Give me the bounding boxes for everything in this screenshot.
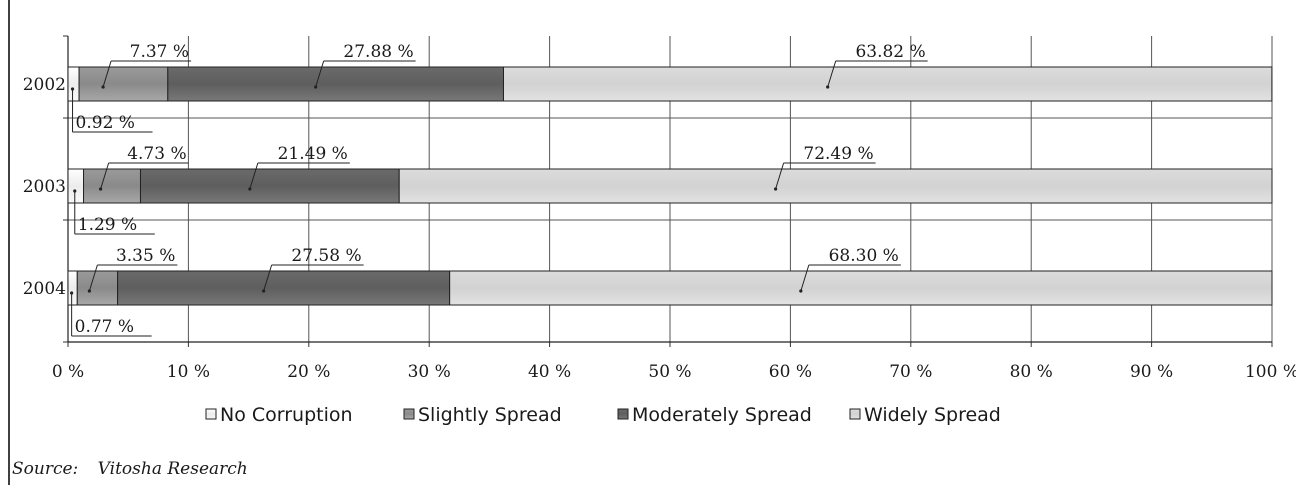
bar-segment — [78, 66, 169, 102]
x-tick-label: 10 % — [167, 362, 210, 382]
x-tick-label: 50 % — [648, 362, 691, 382]
bar-segment — [139, 168, 400, 204]
leader-dot — [826, 85, 830, 89]
bar-segment — [67, 270, 78, 306]
leader-line — [775, 162, 785, 190]
y-tick-label: 2004 — [23, 279, 66, 299]
bar-segment — [117, 270, 451, 306]
x-tick-label: 20 % — [287, 362, 330, 382]
bar-segment — [398, 168, 1273, 204]
data-label: 1.29 % — [78, 215, 137, 235]
bar-segment — [502, 66, 1273, 102]
leader-dot — [73, 189, 77, 193]
data-label: 27.88 % — [343, 42, 413, 62]
data-label: 3.35 % — [116, 246, 175, 266]
legend-swatch — [617, 408, 629, 420]
bar-segment — [83, 168, 141, 204]
data-label: 0.77 % — [75, 317, 134, 337]
leader-dot — [70, 291, 74, 295]
legend-item-label: No Corruption — [220, 404, 353, 426]
source-value: Vitosha Research — [98, 459, 248, 479]
leader-dot — [99, 187, 103, 191]
x-tick-label: 0 % — [52, 362, 84, 382]
legend-item-label: Slightly Spread — [418, 404, 562, 426]
bar-segment — [67, 168, 85, 204]
leader-line — [88, 264, 98, 292]
x-tick-label: 90 % — [1130, 362, 1173, 382]
x-tick-label: 70 % — [889, 362, 932, 382]
leader-dot — [101, 85, 105, 89]
leader-line — [800, 264, 810, 292]
source-label: Source: — [12, 459, 78, 479]
legend-item-label: Moderately Spread — [632, 404, 812, 426]
bar-segment — [167, 66, 504, 102]
data-label: 0.92 % — [76, 113, 135, 133]
leader-line — [100, 162, 110, 190]
leader-dot — [248, 187, 252, 191]
leader-line — [263, 264, 273, 292]
data-label: 72.49 % — [803, 144, 873, 164]
legend-swatch — [849, 408, 861, 420]
data-label: 68.30 % — [829, 246, 899, 266]
leader-dot — [262, 289, 266, 293]
bar-segment — [449, 270, 1273, 306]
legend-swatch — [205, 408, 217, 420]
data-label: 21.49 % — [278, 144, 348, 164]
source-note: Source: Vitosha Research — [12, 459, 248, 479]
legend-swatch — [403, 408, 415, 420]
leader-dot — [774, 187, 778, 191]
leader-line — [315, 60, 325, 88]
bars — [67, 66, 1273, 306]
data-label: 27.58 % — [291, 246, 361, 266]
x-tick-label: 30 % — [408, 362, 451, 382]
leader-line — [102, 60, 112, 88]
y-tick-label: 2002 — [23, 75, 66, 95]
y-tick-label: 2003 — [23, 177, 66, 197]
bar-segment — [76, 270, 119, 306]
x-tick-label: 40 % — [528, 362, 571, 382]
legend: No Corruption Slightly Spread Moderately S… — [205, 404, 1001, 426]
bar-segment — [67, 66, 80, 102]
leader-line — [249, 162, 259, 190]
leader-dot — [87, 289, 91, 293]
data-labels: 0.92 % 7.37 % 27.88 % 63.82 % 1.29 % 4.73 % 21… — [70, 42, 928, 337]
leader-dot — [70, 87, 75, 91]
data-label: 63.82 % — [855, 42, 925, 62]
leader-line — [827, 60, 837, 88]
x-tick-label: 80 % — [1010, 362, 1053, 382]
leader-dot — [799, 289, 803, 293]
legend-item-label: Widely Spread — [864, 404, 1001, 426]
x-tick-label: 100 % — [1245, 362, 1296, 382]
data-label: 4.73 % — [127, 144, 186, 164]
x-tick-label: 60 % — [769, 362, 812, 382]
data-label: 7.37 % — [130, 42, 189, 62]
leader-dot — [314, 85, 318, 89]
